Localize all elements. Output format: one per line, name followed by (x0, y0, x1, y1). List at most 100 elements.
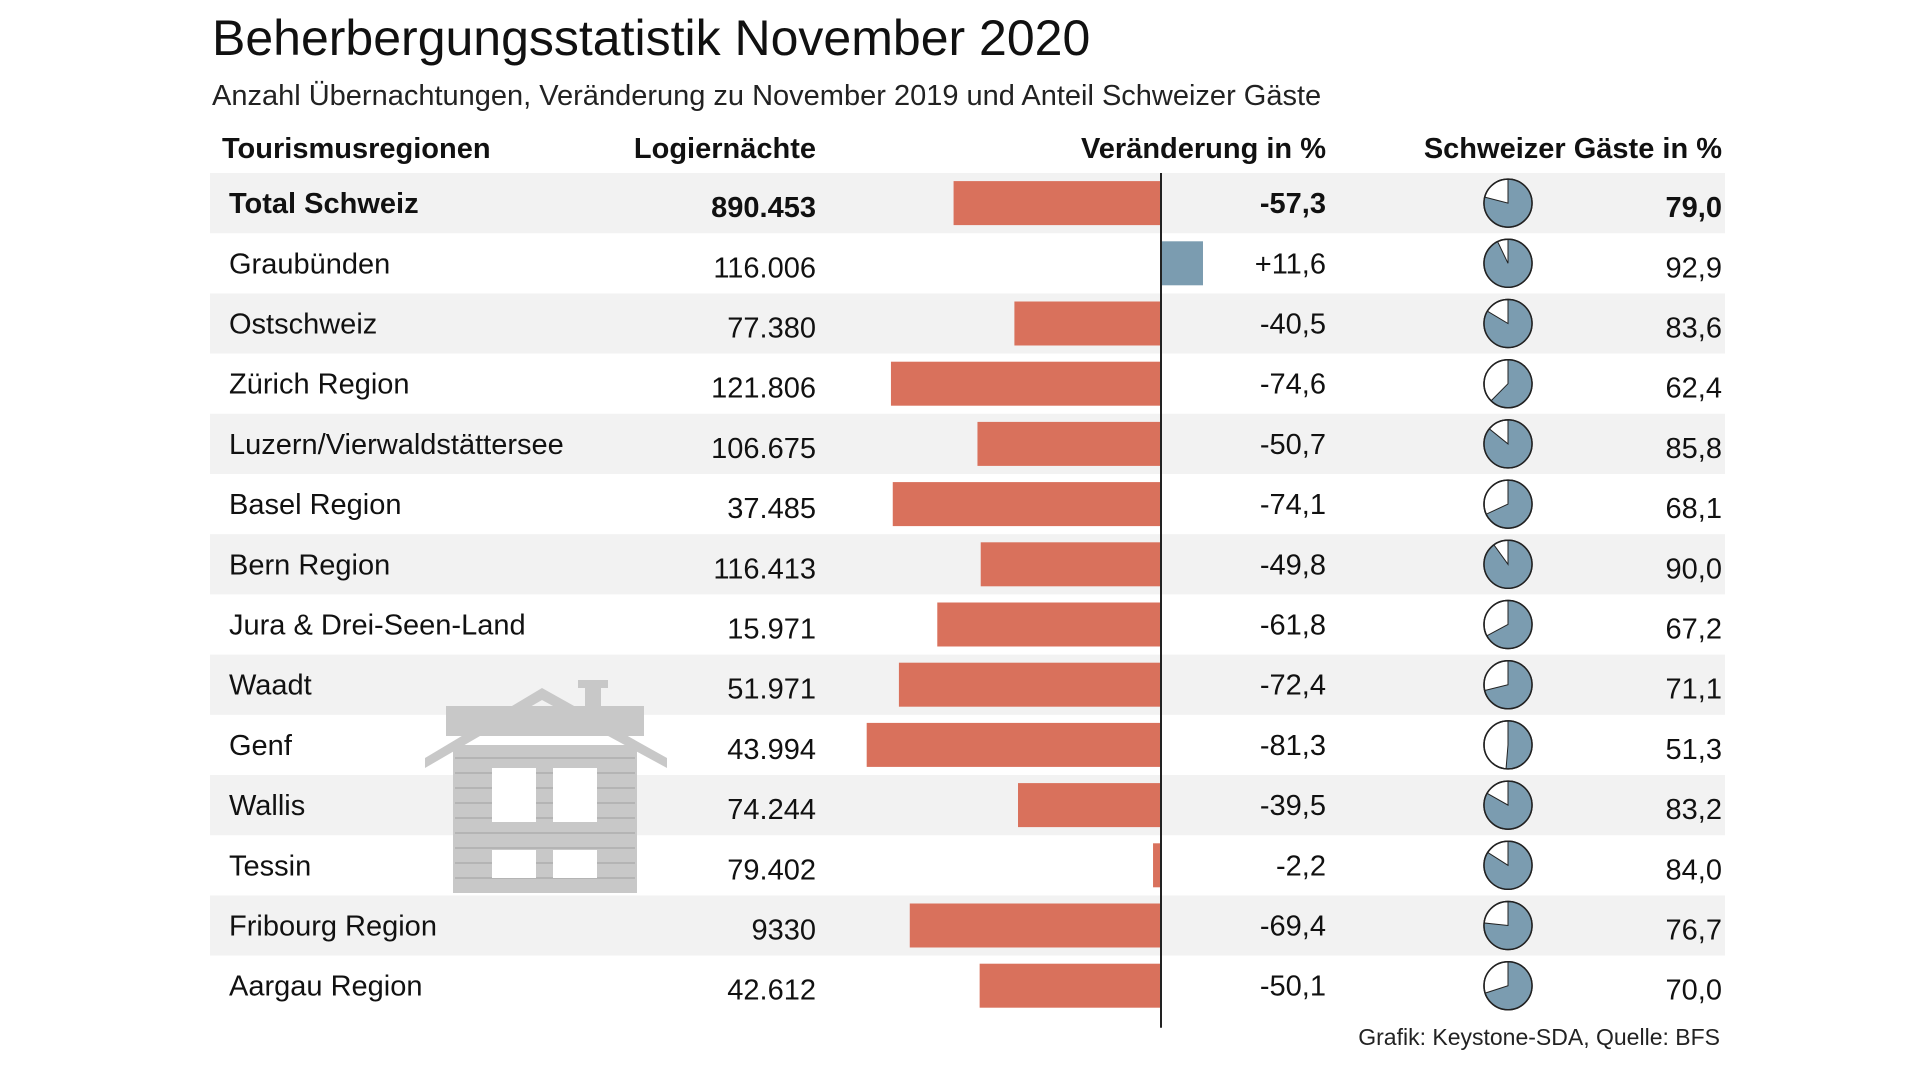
swiss-share-pie (1483, 960, 1533, 1011)
swiss-share-label: 71,1 (1666, 674, 1722, 706)
region-name: Basel Region (229, 489, 402, 521)
source-note: Grafik: Keystone-SDA, Quelle: BFS (1358, 1024, 1720, 1050)
change-bar (1014, 301, 1161, 346)
change-label: -50,1 (1260, 971, 1326, 1003)
logiernaechte-value: 37.485 (727, 493, 816, 525)
header-regions: Tourismusregionen (222, 133, 491, 165)
swiss-share-label: 51,3 (1666, 734, 1722, 766)
region-name: Luzern/Vierwaldstättersee (229, 429, 564, 461)
swiss-share-label: 85,8 (1666, 433, 1722, 465)
change-label: -39,5 (1260, 790, 1326, 822)
swiss-share-label: 83,2 (1666, 794, 1722, 826)
change-bar (1161, 241, 1203, 286)
swiss-share-label: 90,0 (1666, 553, 1722, 585)
region-name: Waadt (229, 670, 312, 702)
logiernaechte-value: 890.453 (711, 192, 816, 224)
table-row: Graubünden 116.006 +11,6 92,9 (229, 248, 1722, 284)
swiss-share-pie (1483, 720, 1533, 770)
table-row: Bern Region 116.413 -49,8 90,0 (229, 549, 1722, 585)
change-label: -2,2 (1276, 850, 1326, 882)
house-icon (425, 680, 667, 893)
logiernaechte-value: 74.244 (727, 794, 816, 826)
region-name: Jura & Drei-Seen-Land (229, 610, 526, 642)
change-label: -50,7 (1260, 429, 1326, 461)
change-bars (866, 181, 1203, 1008)
swiss-share-pie (1483, 539, 1533, 590)
chart-subtitle: Anzahl Übernachtungen, Veränderung zu No… (212, 80, 1321, 112)
change-label: -61,8 (1260, 610, 1326, 642)
table-rows: Total Schweiz 890.453 -57,3 79,0 Graubünden 1… (229, 188, 1722, 1007)
table-row: Jura & Drei-Seen-Land 15.971 -61,8 67,2 (229, 610, 1722, 646)
row-stripe (210, 413, 1725, 474)
swiss-share-label: 92,9 (1666, 252, 1722, 284)
header-veraenderung: Veränderung in % (1081, 133, 1326, 165)
table-row: Luzern/Vierwaldstättersee 106.675 -50,7 85,… (229, 429, 1722, 465)
swiss-share-label: 84,0 (1666, 854, 1722, 886)
table-row: Tessin 79.402 -2,2 84,0 (229, 850, 1722, 886)
header-logiernaechte: Logiernächte (634, 133, 816, 165)
logiernaechte-value: 15.971 (727, 614, 816, 646)
region-name: Total Schweiz (229, 188, 419, 220)
change-label: +11,6 (1255, 248, 1326, 280)
logiernaechte-value: 9330 (751, 915, 816, 947)
swiss-share-pie (1483, 178, 1533, 228)
swiss-guest-pies (1483, 178, 1533, 1011)
logiernaechte-value: 51.971 (727, 674, 816, 706)
logiernaechte-value: 106.675 (711, 433, 816, 465)
change-label: -81,3 (1260, 730, 1326, 762)
region-name: Aargau Region (229, 971, 422, 1003)
change-label: -57,3 (1260, 188, 1326, 220)
swiss-share-pie (1483, 238, 1533, 289)
change-bar (1018, 783, 1161, 828)
logiernaechte-value: 79.402 (727, 854, 816, 886)
region-name: Ostschweiz (229, 309, 377, 341)
change-label: -69,4 (1260, 911, 1326, 943)
swiss-share-label: 79,0 (1666, 192, 1722, 224)
swiss-share-pie (1483, 599, 1533, 650)
swiss-share-pie (1483, 780, 1533, 830)
logiernaechte-value: 116.006 (713, 252, 816, 284)
table-row: Basel Region 37.485 -74,1 68,1 (229, 489, 1722, 525)
swiss-share-pie (1483, 900, 1533, 951)
region-name: Wallis (229, 790, 305, 822)
change-label: -74,6 (1260, 369, 1326, 401)
change-bar (866, 722, 1161, 767)
swiss-share-label: 62,4 (1666, 373, 1722, 405)
swiss-share-pie (1483, 298, 1533, 349)
row-stripe (210, 534, 1725, 595)
logiernaechte-value: 43.994 (727, 734, 816, 766)
region-name: Genf (229, 730, 293, 762)
table-row: Fribourg Region 9330 -69,4 76,7 (229, 911, 1722, 947)
swiss-share-label: 67,2 (1666, 614, 1722, 646)
change-bar (980, 542, 1161, 587)
table-row: Total Schweiz 890.453 -57,3 79,0 (229, 188, 1722, 224)
logiernaechte-value: 42.612 (727, 975, 816, 1007)
swiss-share-pie (1483, 358, 1533, 409)
swiss-share-label: 70,0 (1666, 975, 1722, 1007)
region-name: Graubünden (229, 248, 390, 280)
table-row: Aargau Region 42.612 -50,1 70,0 (229, 971, 1722, 1007)
change-bar (898, 662, 1161, 707)
change-bar (1153, 843, 1161, 888)
swiss-share-label: 83,6 (1666, 313, 1722, 345)
change-bar (890, 361, 1161, 406)
change-label: -49,8 (1260, 549, 1326, 581)
table-row: Waadt 51.971 -72,4 71,1 (229, 670, 1722, 706)
table-row: Zürich Region 121.806 -74,6 62,4 (229, 369, 1722, 405)
change-bar (937, 602, 1161, 647)
region-name: Tessin (229, 850, 311, 882)
swiss-share-label: 76,7 (1666, 915, 1722, 947)
row-stripe (210, 293, 1725, 354)
region-name: Bern Region (229, 549, 390, 581)
table-row: Genf 43.994 -81,3 51,3 (229, 730, 1722, 766)
change-bar (977, 421, 1161, 466)
swiss-share-pie (1483, 840, 1533, 891)
logiernaechte-value: 121.806 (711, 373, 816, 405)
change-label: -74,1 (1260, 489, 1326, 521)
swiss-share-pie (1483, 479, 1533, 529)
swiss-share-pie (1483, 659, 1533, 710)
swiss-share-pie (1483, 419, 1533, 469)
table-row: Ostschweiz 77.380 -40,5 83,6 (229, 309, 1722, 345)
change-bar (979, 963, 1161, 1008)
